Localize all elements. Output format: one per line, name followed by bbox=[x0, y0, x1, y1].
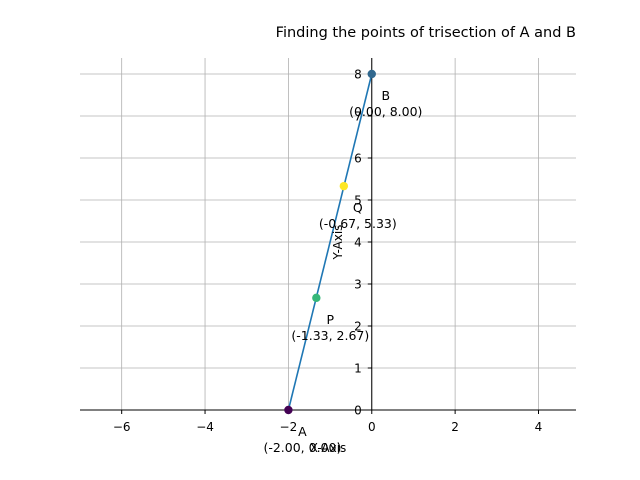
chart-title: Finding the points of trisection of A an… bbox=[276, 25, 576, 41]
x-axis-label: X-Axis bbox=[310, 441, 347, 455]
point-a bbox=[284, 405, 293, 415]
y-tick-label: 0 bbox=[354, 404, 362, 418]
point-coord-p: (-1.33, 2.67) bbox=[291, 328, 369, 343]
points bbox=[284, 69, 376, 415]
y-tick-label: 4 bbox=[354, 236, 362, 250]
y-tick-label: 2 bbox=[354, 320, 362, 334]
x-tick-label: −2 bbox=[280, 420, 298, 434]
annotations: A(-2.00, 0.00) P(-1.33, 2.67) Q(-0.67, 5.3… bbox=[263, 88, 422, 455]
y-tick-label: 1 bbox=[354, 362, 362, 376]
point-name-q: Q bbox=[353, 200, 363, 215]
x-tick-label: −4 bbox=[196, 420, 214, 434]
y-tick-label: 5 bbox=[354, 194, 362, 208]
y-tick-label: 7 bbox=[354, 110, 362, 124]
point-name-p: P bbox=[327, 312, 335, 327]
y-tick-label: 3 bbox=[354, 278, 362, 292]
y-axis-label: Y-Axis bbox=[331, 225, 345, 261]
point-coord-b: (0.00, 8.00) bbox=[349, 104, 422, 119]
axis-spines bbox=[80, 58, 576, 411]
point-name-b: B bbox=[381, 88, 390, 103]
point-b bbox=[367, 69, 376, 79]
series bbox=[287, 73, 373, 411]
x-tick-label: 4 bbox=[535, 420, 543, 434]
grid bbox=[80, 58, 576, 411]
point-coord-a: (-2.00, 0.00) bbox=[263, 440, 341, 455]
y-tick-label: 6 bbox=[354, 152, 362, 166]
point-q bbox=[339, 181, 349, 191]
x-tick-label: 2 bbox=[451, 420, 459, 434]
point-name-a: A bbox=[298, 424, 307, 439]
segment-line-ab bbox=[287, 73, 373, 411]
x-tick-label: 0 bbox=[368, 420, 376, 434]
point-coord-q: (-0.67, 5.33) bbox=[319, 216, 397, 231]
point-p bbox=[312, 293, 321, 303]
x-tick-label: −6 bbox=[113, 420, 131, 434]
y-tick-label: 8 bbox=[354, 68, 362, 82]
